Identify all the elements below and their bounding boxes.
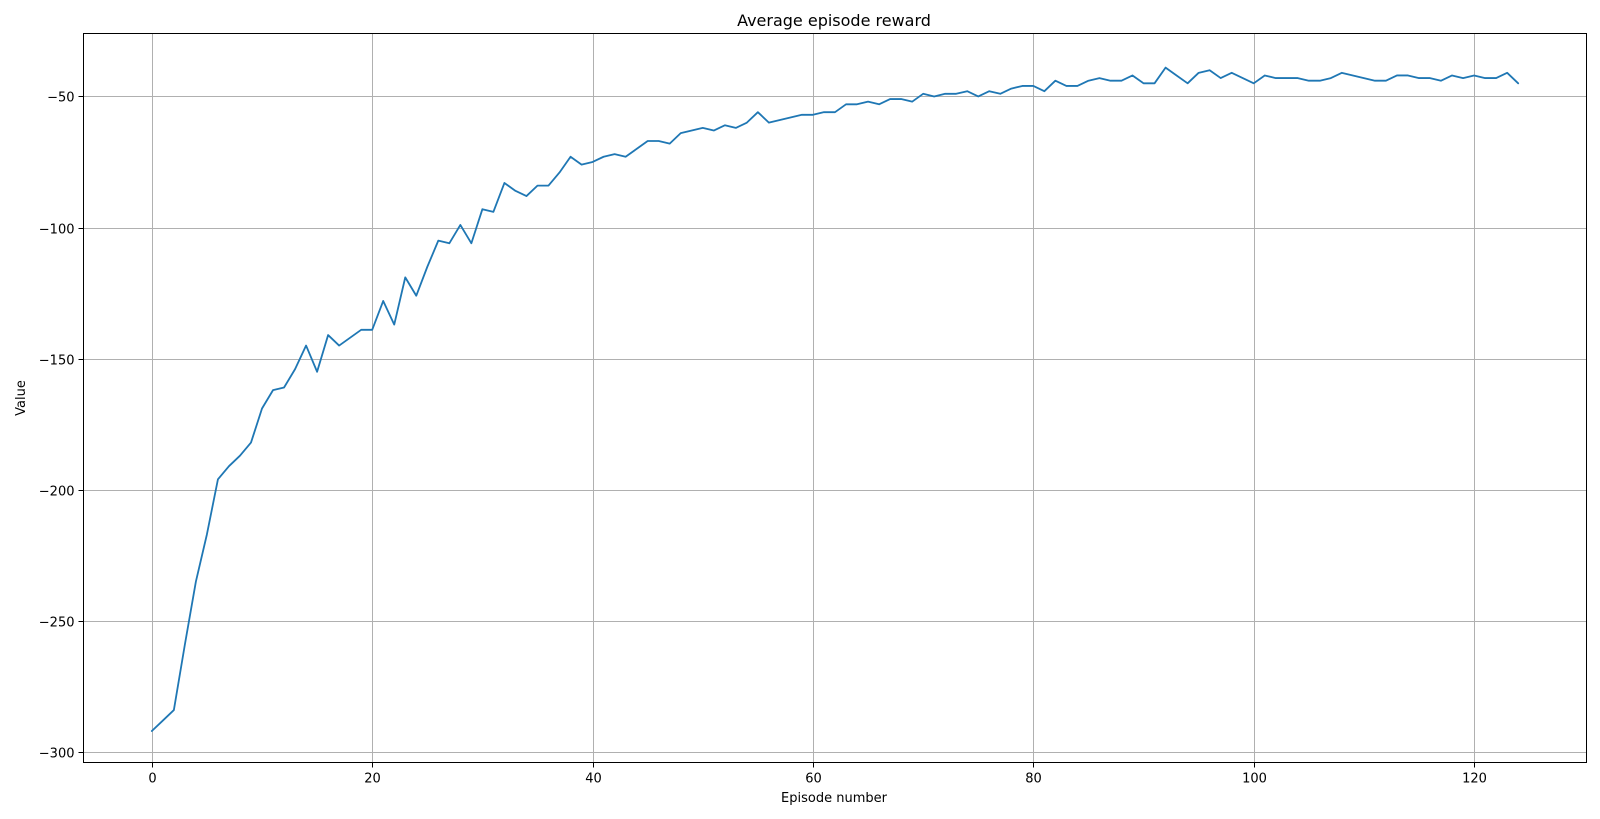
reward-series-line	[150, 66, 1520, 732]
x-axis: 0 20 40 60 80 100 120	[148, 762, 1487, 787]
x-tick-label: 20	[364, 772, 381, 787]
plot-frame	[83, 33, 1587, 763]
series-layer	[150, 66, 1520, 732]
chart-title: Average episode reward	[737, 11, 931, 30]
y-tick-label: −50	[47, 91, 74, 106]
y-axis: −300 −250 −200 −150 −100 −50	[39, 91, 84, 762]
x-tick-label: 60	[805, 772, 822, 787]
y-axis-title: Value	[14, 380, 29, 416]
y-tick-label: −250	[39, 616, 75, 631]
y-tick-label: −150	[39, 354, 75, 369]
y-tick-label: −200	[39, 485, 75, 500]
x-tick-label: 100	[1242, 772, 1267, 787]
y-tick-label: −100	[39, 223, 75, 238]
x-tick-label: 120	[1462, 772, 1487, 787]
grid-lines	[83, 33, 1587, 763]
x-tick-label: 0	[148, 772, 156, 787]
x-axis-title: Episode number	[781, 791, 888, 806]
y-tick-label: −300	[39, 747, 75, 762]
x-tick-label: 80	[1025, 772, 1042, 787]
x-tick-label: 40	[585, 772, 602, 787]
